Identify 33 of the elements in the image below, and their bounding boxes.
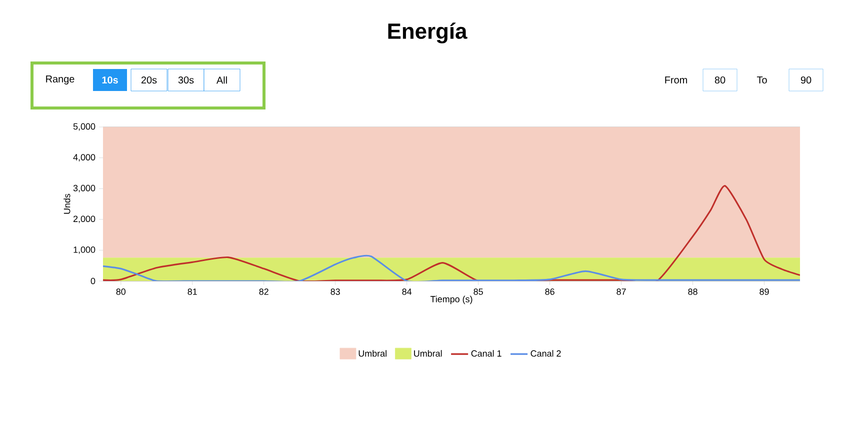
y-tick-label: 4,000 bbox=[73, 154, 96, 162]
text: 80 bbox=[714, 76, 726, 84]
y-tick-label: 3,000 bbox=[73, 184, 96, 192]
text: From bbox=[665, 76, 687, 84]
y-tick-label: 5,000 bbox=[73, 123, 96, 131]
x-tick-label: 81 bbox=[188, 288, 197, 295]
legend-label: Umbral bbox=[358, 350, 386, 357]
x-tick-label: 82 bbox=[259, 288, 268, 295]
y-tick-label: 1,000 bbox=[74, 246, 96, 254]
x-axis-title: Tiempo (s) bbox=[430, 296, 472, 304]
line-series bbox=[103, 185, 800, 281]
legend-label: Canal 2 bbox=[530, 350, 561, 357]
x-tick-label: 83 bbox=[330, 288, 340, 295]
text: 90 bbox=[800, 76, 812, 84]
x-tick-label: 87 bbox=[616, 288, 626, 295]
y-tick-label: 2,000 bbox=[73, 216, 96, 224]
x-tick-label: 85 bbox=[474, 288, 483, 295]
x-tick-label: 84 bbox=[402, 288, 412, 295]
text: All bbox=[216, 76, 227, 84]
text: To bbox=[756, 76, 767, 84]
legend-label: Canal 1 bbox=[471, 350, 502, 357]
legend-label: Umbral bbox=[414, 350, 442, 357]
text: Range bbox=[46, 76, 74, 84]
y-tick-label: 0 bbox=[90, 278, 96, 284]
text: 30s bbox=[178, 76, 194, 84]
text: 10s bbox=[102, 76, 118, 84]
x-tick-label: 89 bbox=[760, 288, 769, 295]
y-axis-title: Unds bbox=[64, 194, 70, 214]
x-tick-label: 80 bbox=[116, 288, 126, 295]
x-tick-label: 86 bbox=[545, 288, 554, 295]
text: 20s bbox=[141, 76, 157, 84]
chart-title: Energía bbox=[388, 22, 468, 44]
x-tick-label: 88 bbox=[688, 288, 698, 295]
